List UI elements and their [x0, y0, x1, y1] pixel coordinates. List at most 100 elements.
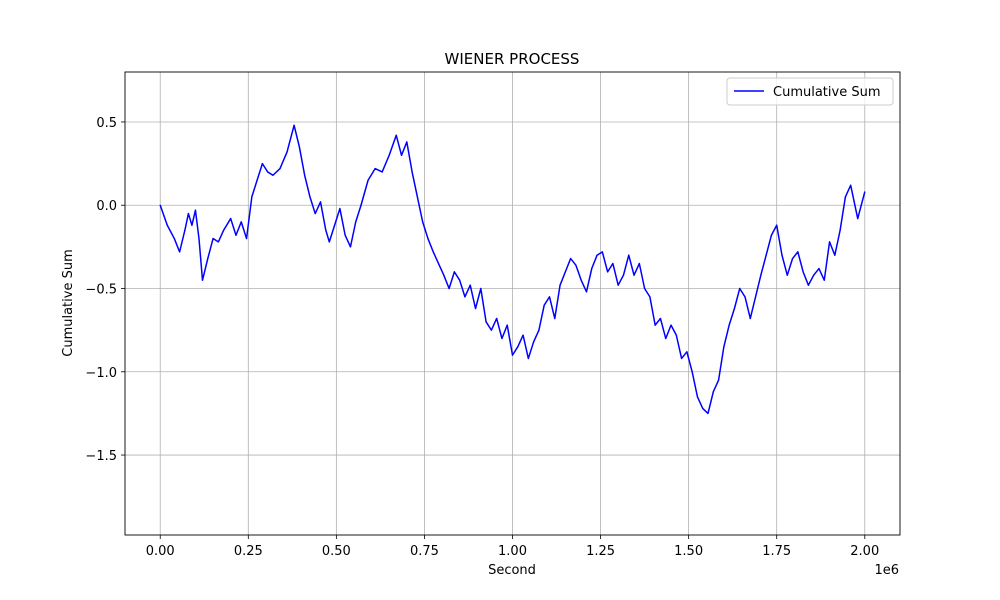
data-point — [638, 262, 640, 265]
data-point — [511, 354, 514, 356]
data-point — [675, 334, 677, 336]
data-point — [179, 251, 181, 253]
data-point — [797, 251, 799, 253]
data-point — [230, 217, 232, 220]
x-tick-label: 2.00 — [850, 544, 879, 559]
chart-title: WIENER PROCESS — [445, 50, 580, 68]
data-point — [818, 267, 820, 270]
data-point — [293, 124, 295, 126]
data-point — [184, 229, 186, 231]
data-point — [187, 212, 190, 215]
data-point — [559, 284, 561, 286]
data-point — [548, 296, 551, 298]
data-point — [349, 246, 352, 248]
data-point — [633, 274, 635, 276]
data-point — [860, 204, 862, 206]
data-point — [649, 296, 651, 298]
data-point — [485, 321, 487, 323]
data-point — [591, 267, 593, 270]
data-point — [416, 196, 418, 198]
data-point — [844, 196, 847, 198]
data-point — [400, 154, 403, 156]
data-point — [813, 274, 815, 276]
data-point — [212, 237, 214, 240]
data-point — [309, 196, 311, 198]
data-point — [622, 274, 625, 276]
data-point — [749, 317, 751, 320]
x-axis: 0.00 0.25 0.50 0.75 1.00 1.25 1.50 1.75 2.00 — [146, 535, 879, 559]
data-point — [717, 379, 720, 381]
data-point — [406, 141, 408, 143]
data-point — [617, 284, 619, 286]
data-point — [427, 237, 429, 240]
y-tick-label: 0.5 — [96, 116, 117, 131]
data-point — [453, 271, 455, 273]
y-tick-label: 0.0 — [96, 199, 117, 214]
legend: Cumulative Sum — [726, 77, 894, 106]
data-point — [770, 234, 773, 236]
data-point — [754, 296, 757, 298]
data-point — [304, 174, 306, 176]
data-point — [334, 224, 336, 226]
data-point — [166, 224, 168, 226]
data-point — [319, 201, 322, 203]
data-point — [245, 237, 248, 240]
data-point — [506, 324, 508, 326]
data-point — [659, 317, 662, 320]
series-line-cumulative-sum — [159, 124, 866, 415]
data-point — [517, 346, 519, 348]
data-point — [251, 196, 253, 198]
data-point — [422, 221, 424, 223]
data-point — [839, 229, 841, 231]
data-point — [857, 217, 859, 220]
data-point — [853, 201, 855, 203]
x-offset-text: 1e6 — [874, 563, 899, 578]
data-point — [217, 241, 219, 243]
data-point — [744, 296, 746, 298]
data-point — [490, 329, 492, 331]
data-point — [596, 254, 598, 256]
data-point — [191, 224, 193, 226]
data-point — [261, 163, 263, 165]
legend-label: Cumulative Sum — [773, 85, 881, 100]
data-point — [712, 391, 714, 393]
data-point — [580, 279, 582, 281]
data-point — [680, 357, 683, 360]
x-axis-label: Second — [488, 563, 536, 578]
data-point — [786, 274, 788, 276]
data-point — [194, 209, 197, 211]
data-point — [448, 287, 450, 290]
data-point — [707, 412, 709, 415]
data-point — [654, 324, 656, 326]
x-tick-label: 1.50 — [674, 544, 703, 559]
data-point — [644, 287, 646, 290]
data-point — [723, 346, 725, 348]
data-point — [702, 407, 704, 410]
data-point — [612, 262, 614, 265]
data-point — [207, 257, 209, 260]
data-point — [173, 237, 175, 240]
data-point — [776, 224, 778, 226]
data-point — [325, 229, 327, 231]
data-point — [443, 274, 445, 276]
data-point — [781, 254, 783, 256]
data-point — [328, 241, 330, 243]
data-point — [286, 151, 288, 153]
x-tick-label: 1.75 — [762, 544, 791, 559]
data-point — [480, 287, 482, 290]
data-point — [339, 207, 341, 210]
data-point — [570, 257, 572, 260]
data-point — [474, 307, 477, 310]
x-tick-label: 0.75 — [410, 544, 439, 559]
legend-box — [726, 77, 894, 106]
data-point — [601, 251, 603, 253]
data-point — [256, 179, 258, 181]
data-point — [665, 337, 667, 340]
data-point — [543, 304, 545, 306]
data-point — [159, 204, 161, 206]
data-point — [279, 168, 281, 170]
data-point — [538, 329, 540, 331]
series-group — [159, 124, 866, 415]
data-point — [828, 241, 831, 243]
data-point — [314, 212, 316, 215]
